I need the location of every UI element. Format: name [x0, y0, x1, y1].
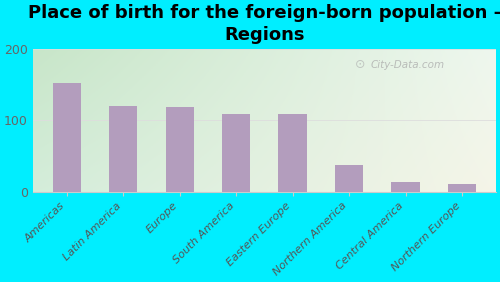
Text: ⊙: ⊙ — [354, 58, 365, 71]
Bar — [109, 106, 138, 191]
Bar — [166, 107, 194, 191]
Title: Place of birth for the foreign-born population -
Regions: Place of birth for the foreign-born popu… — [28, 4, 500, 44]
Bar — [278, 114, 306, 191]
Bar — [448, 184, 476, 191]
Bar — [335, 165, 363, 191]
Bar — [392, 182, 419, 191]
Bar — [52, 83, 81, 191]
Bar — [222, 114, 250, 191]
Text: City-Data.com: City-Data.com — [371, 60, 445, 70]
